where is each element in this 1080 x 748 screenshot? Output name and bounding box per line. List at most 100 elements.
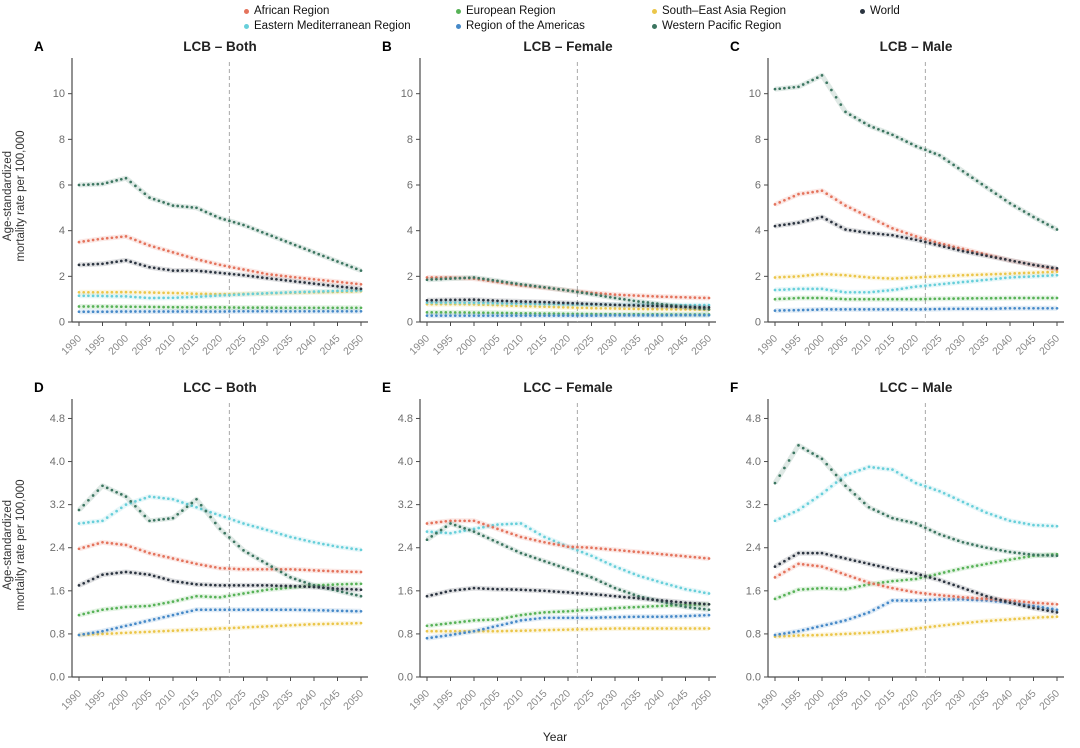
- svg-text:4.0: 4.0: [746, 456, 761, 468]
- series-band-wpr: [772, 442, 1058, 559]
- svg-text:2025: 2025: [572, 333, 597, 358]
- svg-text:LCC – Both: LCC – Both: [183, 380, 257, 395]
- svg-text:LCB – Both: LCB – Both: [183, 39, 257, 54]
- svg-text:2005: 2005: [130, 333, 155, 358]
- svg-text:2040: 2040: [642, 688, 667, 713]
- legend-label: Eastern Mediterranean Region: [254, 20, 411, 32]
- series-band-afr: [774, 188, 1058, 272]
- svg-text:2045: 2045: [318, 333, 343, 358]
- legend-label: World: [870, 5, 900, 17]
- svg-text:0.8: 0.8: [746, 628, 761, 640]
- legend-item-western-pacific-region: Western Pacific Region: [652, 19, 860, 34]
- y-axis-title: Age-standardized mortality rate per 100,…: [0, 36, 30, 377]
- legend-item-south-east-asia-region: South–East Asia Region: [652, 4, 860, 19]
- svg-text:1990: 1990: [407, 688, 432, 713]
- svg-text:4.0: 4.0: [50, 456, 65, 468]
- svg-text:4: 4: [407, 225, 413, 237]
- legend-label: African Region: [254, 5, 330, 17]
- legend-label: Western Pacific Region: [662, 20, 782, 32]
- svg-text:2020: 2020: [548, 688, 573, 713]
- svg-text:D: D: [34, 380, 44, 395]
- svg-text:1.6: 1.6: [746, 585, 761, 597]
- svg-text:2010: 2010: [501, 688, 526, 713]
- svg-text:2005: 2005: [478, 333, 503, 358]
- svg-text:2005: 2005: [130, 688, 155, 713]
- svg-text:10: 10: [401, 88, 413, 100]
- svg-text:2025: 2025: [224, 333, 249, 358]
- legend-marker-icon: [244, 9, 249, 14]
- svg-text:2040: 2040: [642, 333, 667, 358]
- svg-text:F: F: [730, 380, 738, 395]
- legend-marker-icon: [456, 9, 461, 14]
- svg-text:2005: 2005: [478, 688, 503, 713]
- svg-text:2040: 2040: [990, 688, 1015, 713]
- svg-text:10: 10: [53, 88, 65, 100]
- svg-text:2035: 2035: [619, 333, 644, 358]
- series-band-afr: [427, 275, 710, 301]
- svg-text:2010: 2010: [501, 333, 526, 358]
- svg-text:2050: 2050: [341, 333, 366, 358]
- y-axis-title-line2: mortality rate per 100,000: [15, 479, 27, 611]
- svg-text:2010: 2010: [153, 688, 178, 713]
- svg-text:2020: 2020: [200, 688, 225, 713]
- svg-text:4: 4: [755, 225, 761, 237]
- series-band-wpr: [78, 175, 362, 273]
- svg-text:8: 8: [755, 134, 761, 146]
- svg-text:3.2: 3.2: [398, 499, 413, 511]
- svg-text:0: 0: [407, 317, 413, 329]
- svg-text:2000: 2000: [454, 333, 479, 358]
- svg-text:2050: 2050: [341, 688, 366, 713]
- svg-text:2.4: 2.4: [50, 542, 65, 554]
- svg-text:2030: 2030: [247, 688, 272, 713]
- svg-text:4: 4: [59, 225, 65, 237]
- svg-text:2050: 2050: [1037, 333, 1062, 358]
- svg-text:2015: 2015: [525, 688, 550, 713]
- svg-text:0.0: 0.0: [50, 672, 65, 684]
- svg-text:2050: 2050: [689, 333, 714, 358]
- panel-chart-E: E LCC – Female 0.0 0.8 1.6 2.4 3.2 4.0 4.8 199019…: [382, 380, 716, 713]
- legend-item-european-region: European Region: [456, 4, 652, 19]
- svg-text:1995: 1995: [779, 688, 804, 713]
- svg-text:0.8: 0.8: [398, 628, 413, 640]
- svg-text:6: 6: [407, 180, 413, 192]
- svg-text:2015: 2015: [177, 333, 202, 358]
- panel-chart-F: F LCC – Male 0.0 0.8 1.6 2.4 3.2 4.0 4.8 19901995…: [730, 380, 1064, 713]
- svg-text:10: 10: [749, 88, 761, 100]
- svg-text:2035: 2035: [271, 688, 296, 713]
- svg-text:2: 2: [755, 271, 761, 283]
- svg-text:2030: 2030: [943, 333, 968, 358]
- svg-text:2000: 2000: [106, 688, 131, 713]
- chart-row-lcc: Age-standardized mortality rate per 100,…: [0, 377, 1080, 734]
- svg-text:4.8: 4.8: [746, 413, 761, 425]
- svg-text:4.8: 4.8: [398, 413, 413, 425]
- svg-text:2000: 2000: [454, 688, 479, 713]
- svg-text:1995: 1995: [431, 333, 456, 358]
- legend-label: South–East Asia Region: [662, 5, 787, 17]
- svg-text:1995: 1995: [779, 333, 804, 358]
- svg-text:2035: 2035: [619, 688, 644, 713]
- panel-D: D LCC – Both 0.0 0.8 1.6 2.4 3.2 4.0 4.8 1990 1995…: [30, 377, 378, 734]
- svg-text:2010: 2010: [153, 333, 178, 358]
- svg-text:2045: 2045: [318, 688, 343, 713]
- svg-text:2030: 2030: [943, 688, 968, 713]
- svg-text:8: 8: [59, 134, 65, 146]
- panel-chart-B: B LCB – Female 0 2 4 6 8 10 19901995200020052010…: [382, 39, 716, 358]
- legend-item-region-of-the-americas: Region of the Americas: [456, 19, 652, 34]
- svg-text:0: 0: [755, 317, 761, 329]
- svg-text:C: C: [730, 39, 740, 54]
- svg-text:3.2: 3.2: [746, 499, 761, 511]
- svg-text:2005: 2005: [826, 333, 851, 358]
- series-band-wpr: [425, 521, 710, 613]
- panel-C: C LCB – Male 0 2 4 6 8 10 1990 1995 2000 2005 2010 20…: [726, 36, 1074, 377]
- y-axis-title-line2: mortality rate per 100,000: [15, 130, 27, 262]
- legend-marker-icon: [652, 24, 657, 29]
- legend-marker-icon: [652, 9, 657, 14]
- svg-text:4.0: 4.0: [398, 456, 413, 468]
- svg-text:2040: 2040: [990, 333, 1015, 358]
- svg-text:2030: 2030: [247, 333, 272, 358]
- svg-text:LCC – Male: LCC – Male: [880, 380, 953, 395]
- series-band-afr: [426, 518, 710, 561]
- svg-text:2045: 2045: [1014, 333, 1039, 358]
- panel-F: F LCC – Male 0.0 0.8 1.6 2.4 3.2 4.0 4.8 1990 1995…: [726, 377, 1074, 734]
